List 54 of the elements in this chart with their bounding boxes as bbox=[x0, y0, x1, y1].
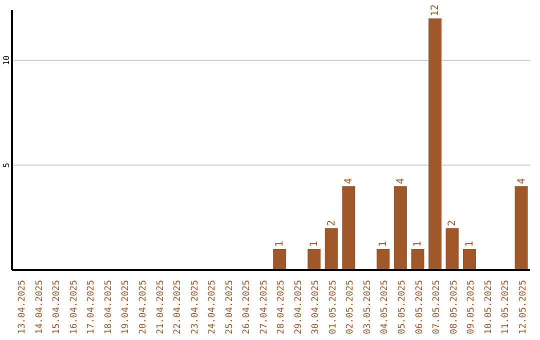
x-tick-label: 05.05.2025 bbox=[398, 280, 408, 334]
data-label: 2 bbox=[326, 220, 338, 226]
x-tick-label: 12.05.2025 bbox=[518, 280, 528, 334]
x-tick-label: 06.05.2025 bbox=[414, 280, 425, 334]
x-tick-label: 17.04.2025 bbox=[86, 280, 97, 334]
bar bbox=[376, 249, 390, 270]
x-tick-label: 23.04.2025 bbox=[190, 280, 200, 334]
x-tick-label: 25.04.2025 bbox=[224, 280, 235, 334]
data-label: 4 bbox=[344, 178, 355, 184]
x-tick-label: 03.05.2025 bbox=[362, 280, 373, 334]
x-tick-label: 27.04.2025 bbox=[259, 280, 270, 334]
x-tick-label: 08.05.2025 bbox=[449, 280, 460, 334]
data-label: 1 bbox=[274, 241, 286, 248]
x-tick-label: 30.04.2025 bbox=[311, 280, 322, 334]
bar bbox=[308, 249, 321, 270]
bar bbox=[324, 228, 338, 270]
x-tick-label: 28.04.2025 bbox=[276, 280, 287, 334]
y-tick-label: 10 bbox=[2, 55, 11, 66]
x-tick-label: 09.05.2025 bbox=[466, 280, 477, 334]
x-tick-label: 07.05.2025 bbox=[432, 280, 442, 334]
x-tick-label: 01.05.2025 bbox=[328, 280, 338, 334]
x-tick-label: 14.04.2025 bbox=[34, 280, 45, 334]
x-tick-label: 22.04.2025 bbox=[173, 280, 184, 334]
bar bbox=[463, 249, 476, 270]
x-tick-label: 10.05.2025 bbox=[484, 280, 494, 334]
x-tick-label: 11.05.2025 bbox=[501, 280, 512, 334]
bar bbox=[428, 18, 442, 270]
x-tick-label: 16.04.2025 bbox=[69, 280, 80, 334]
bar bbox=[446, 228, 459, 270]
x-tick-label: 18.04.2025 bbox=[104, 280, 114, 334]
data-label: 12 bbox=[430, 4, 441, 16]
x-tick-label: 15.04.2025 bbox=[52, 280, 62, 334]
x-tick-label: 19.04.2025 bbox=[121, 280, 132, 334]
x-tick-label: 20.04.2025 bbox=[138, 280, 148, 334]
bar bbox=[342, 186, 356, 270]
data-label: 4 bbox=[516, 178, 528, 184]
x-tick-label: 21.04.2025 bbox=[156, 280, 166, 334]
data-label: 1 bbox=[309, 241, 320, 248]
data-label: 1 bbox=[464, 241, 476, 248]
bar bbox=[273, 249, 286, 270]
bar bbox=[394, 186, 407, 270]
x-tick-label: 29.04.2025 bbox=[294, 280, 304, 334]
x-tick-label: 24.04.2025 bbox=[208, 280, 218, 334]
bar bbox=[514, 186, 528, 270]
x-tick-label: 04.05.2025 bbox=[380, 280, 390, 334]
data-label: 2 bbox=[447, 220, 458, 226]
x-tick-label: 26.04.2025 bbox=[242, 280, 252, 334]
x-tick-label: 13.04.2025 bbox=[18, 280, 28, 334]
data-label: 1 bbox=[378, 241, 390, 248]
data-label: 1 bbox=[412, 241, 424, 248]
y-tick-label: 5 bbox=[2, 162, 11, 168]
data-label: 4 bbox=[395, 178, 406, 184]
x-tick-label: 02.05.2025 bbox=[346, 280, 356, 334]
bar bbox=[411, 249, 424, 270]
